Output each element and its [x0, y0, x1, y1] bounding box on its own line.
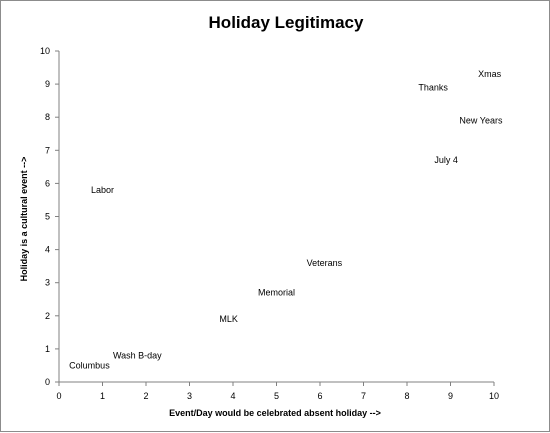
x-tick-label: 8 — [404, 391, 409, 401]
x-tick-label: 1 — [100, 391, 105, 401]
data-point-label: Columbus — [69, 360, 110, 370]
x-tick-label: 0 — [56, 391, 61, 401]
x-tick-label: 7 — [361, 391, 366, 401]
y-tick-label: 10 — [40, 46, 50, 56]
y-tick-label: 3 — [45, 278, 50, 288]
y-tick-label: 5 — [45, 212, 50, 222]
y-tick-label: 7 — [45, 145, 50, 155]
data-point-label: Thanks — [418, 82, 448, 92]
y-tick-label: 6 — [45, 178, 50, 188]
y-tick-label: 2 — [45, 311, 50, 321]
y-tick-label: 1 — [45, 344, 50, 354]
data-point-label: July 4 — [434, 155, 458, 165]
y-ticks: 0 1 2 3 4 5 6 7 8 9 10 — [40, 46, 59, 387]
data-point-label: New Years — [459, 116, 503, 126]
y-tick-label: 0 — [45, 377, 50, 387]
x-tick-label: 10 — [489, 391, 499, 401]
x-tick-label: 5 — [274, 391, 279, 401]
x-tick-label: 4 — [230, 391, 235, 401]
chart-title: Holiday Legitimacy — [209, 13, 364, 32]
data-point-label: Memorial — [258, 288, 295, 298]
data-point-label: Xmas — [478, 69, 502, 79]
x-tick-label: 3 — [187, 391, 192, 401]
data-point-label: MLK — [219, 314, 238, 324]
data-points: Xmas Thanks New Years July 4 Labor Veterans Me… — [69, 69, 503, 370]
x-ticks: 0 1 2 3 4 5 6 7 8 9 10 — [56, 382, 499, 401]
data-point-label: Veterans — [307, 258, 343, 268]
y-axis-label: Holiday is a cultural event --> — [19, 157, 29, 282]
y-tick-label: 8 — [45, 112, 50, 122]
data-point-label: Wash B-day — [113, 351, 162, 361]
y-tick-label: 4 — [45, 245, 50, 255]
x-axis-label: Event/Day would be celebrated absent hol… — [169, 408, 381, 418]
data-point-label: Labor — [91, 185, 114, 195]
y-tick-label: 9 — [45, 79, 50, 89]
x-tick-label: 9 — [448, 391, 453, 401]
x-tick-label: 2 — [143, 391, 148, 401]
x-tick-label: 6 — [317, 391, 322, 401]
